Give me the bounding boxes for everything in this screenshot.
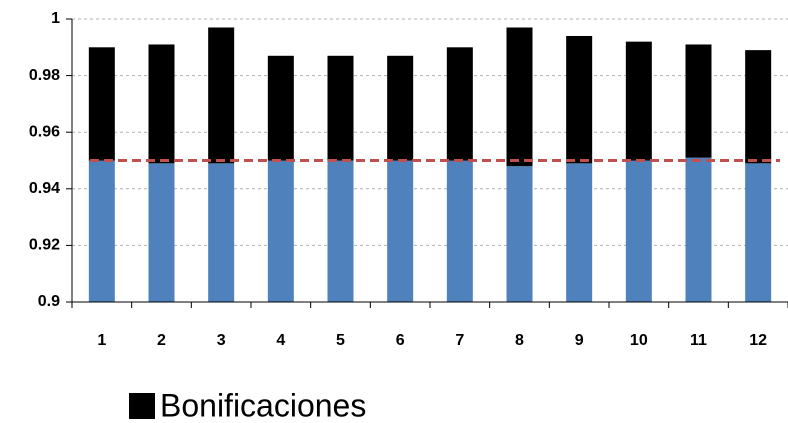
bar-segment [327,55,354,161]
bar-segment [446,160,473,302]
x-tick-label: 3 [217,332,226,349]
bar-segment [685,44,712,158]
x-tick-label: 11 [690,332,707,349]
bar-segment [208,27,235,164]
bar-segment [88,160,115,302]
x-tick-label: 7 [455,332,464,349]
x-tick-label: 10 [630,332,648,349]
bar-segment [208,163,235,302]
bar-segment [566,163,593,302]
y-tick-label: 0.96 [29,123,60,140]
bar-segment [327,160,354,302]
y-tick-label: 1 [51,10,60,27]
y-tick-label: 0.94 [29,180,60,197]
bar-segment [745,163,772,302]
bar-segment [625,160,652,302]
bar-segment [387,160,414,302]
bar-segment [387,55,414,161]
bar-segment [267,160,294,302]
x-tick-label: 2 [157,332,166,349]
y-tick-label: 0.92 [29,237,60,254]
bar-segment [685,157,712,302]
bar-segment [446,47,473,161]
bar-segment [506,166,533,302]
x-tick-label: 9 [575,332,584,349]
bar-segment [88,47,115,161]
bar-segment [148,44,175,164]
y-tick-label: 0.98 [29,67,60,84]
x-tick-label: 4 [276,332,285,349]
bar-segment [625,41,652,161]
bar-segment [566,35,593,164]
x-tick-label: 6 [396,332,405,349]
x-tick-label: 8 [515,332,524,349]
x-tick-label: 5 [336,332,345,349]
bar-segment [267,55,294,161]
bar-segment [506,27,533,167]
legend-swatch [129,393,155,419]
bar-segment [148,163,175,302]
legend-label: Bonificaciones [160,387,366,423]
x-tick-label: 12 [749,332,767,349]
x-tick-label: 1 [97,332,106,349]
y-tick-label: 0.9 [38,293,60,310]
bar-segment [745,50,772,164]
